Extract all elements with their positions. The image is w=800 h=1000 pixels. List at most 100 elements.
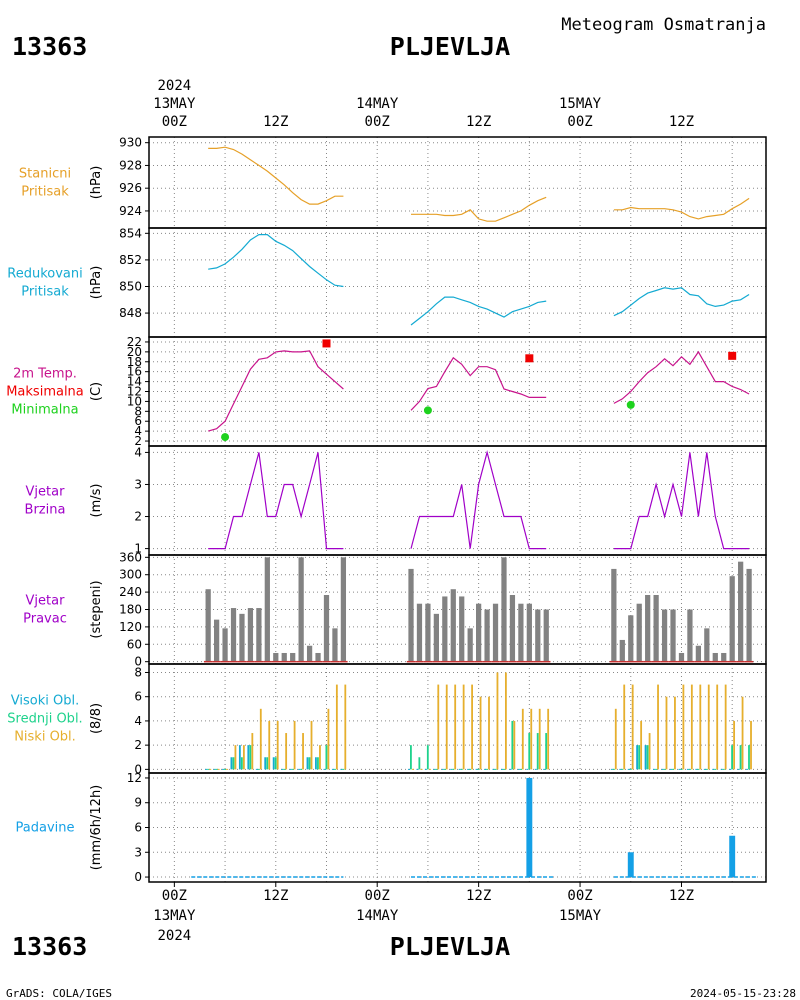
y-tick-label: 12 [127,771,142,785]
y-tick-label: 180 [119,603,142,617]
year-label-top: 2024 [157,78,191,94]
series-line [411,196,547,222]
wind-direction-bar [509,595,516,662]
wind-direction-bar [518,603,524,662]
cloud-bar [646,745,649,770]
y-tick-label: 854 [119,226,142,240]
cloud-bar [479,696,482,770]
time-tick-label-top: 00Z [567,114,592,130]
time-tick-label-bottom: 12Z [669,888,694,904]
y-tick-label: 0 [134,655,142,669]
y-axis-label: (mm/6h/12h) [89,785,104,871]
wind-direction-bar [239,613,245,662]
y-tick-label: 20 [127,345,142,359]
y-tick-label: 2 [134,510,142,524]
bottom-time-axis: 2024 00Z 13MAY 12Z 00Z 14MAY 12Z 00Z 15MAY 12Z [153,882,694,944]
cloud-bar [317,757,319,770]
cloud-bar [707,684,710,770]
time-tick-label-top: 00Z [365,114,390,130]
series-line [208,234,344,288]
min-temp-marker [626,400,635,409]
cloud-bar [285,733,288,770]
wind-direction-bar [611,568,617,662]
y-tick-label: 926 [119,181,142,195]
series-line [613,350,750,404]
y-axis-label: (8/8) [89,703,104,734]
wind-direction-bar [712,652,718,662]
timestamp-label: 2024-05-15-23:28 [690,987,796,1000]
cloud-bar [306,757,309,770]
y-tick-label: 6 [134,414,142,428]
y-tick-label: 4 [134,445,142,459]
station-name-top: PLJEVLJA [390,32,510,61]
wind-direction-bar [323,595,330,662]
wind-direction-bar [661,609,668,662]
panel-label: Stanicni [19,167,71,182]
cloud-bar [276,720,279,770]
panel-label: Niski Obl. [14,730,76,745]
cloud-bar [682,684,685,770]
wind-direction-bar [205,589,211,662]
wind-direction-bar [222,628,228,662]
panel-label: 2m Temp. [13,367,77,382]
panel-label: Maksimalna [6,385,84,400]
panel-precipitation: 0 3 6 9 12 (mm/6h/12h) Padavine [16,771,767,884]
cloud-bar [657,684,659,770]
wind-direction-bar [492,603,499,662]
cloud-bar [631,684,634,770]
y-tick-label: 18 [127,355,142,369]
wind-direction-bar [442,596,448,662]
wind-direction-bar [670,609,676,662]
cloud-bar [640,720,643,770]
series-line [208,452,344,550]
wind-direction-bar [526,603,532,662]
wind-direction-bar [264,557,270,662]
cloud-bar [310,720,313,770]
chart-title: Meteogram Osmatranja [561,15,766,35]
time-tick-label-bottom: 00Z [162,888,187,904]
series-line [613,287,750,317]
y-tick-label: 8 [134,404,142,418]
cloud-bar [259,708,262,770]
time-tick-label-bottom: 00Z [567,888,592,904]
panel-label: Vjetar [26,594,66,609]
y-axis-label: (hPa) [89,266,104,300]
wind-direction-bar [721,652,727,662]
y-tick-label: 3 [134,477,142,491]
wind-direction-bar [306,645,313,662]
cloud-bar [315,757,317,770]
panel-frame [148,227,767,338]
wind-direction-bar [476,603,482,662]
cloud-bar [234,745,237,770]
time-tick-label-bottom: 12Z [263,888,288,904]
cloud-bar [308,757,311,770]
date-label-top: 14MAY [356,96,399,112]
cloud-bar [266,757,269,770]
y-tick-label: 22 [127,335,142,349]
time-tick-label-bottom: 00Z [365,888,390,904]
station-id-top: 13363 [12,32,87,61]
y-axis-label: (C) [89,382,104,401]
time-tick-label-top: 00Z [162,114,187,130]
cloud-bar [750,720,752,770]
y-tick-label: 930 [119,136,142,150]
wind-direction-bar [467,628,473,662]
cloud-bar [232,757,235,770]
y-tick-label: 360 [119,550,142,564]
panel-clouds: 0 2 4 6 8 (8/8) Visoki Obl. Srednji Obl. Niski O… [7,663,767,776]
cloud-bar [748,745,750,770]
cloud-bar [274,757,277,770]
panel-label: Redukovani [7,267,82,282]
date-label-bottom: 14MAY [356,908,399,924]
wind-direction-bar [450,589,456,662]
wind-direction-bar [729,576,735,662]
cloud-bar [536,733,539,770]
cloud-bar [547,708,550,770]
wind-direction-bar [619,639,625,662]
cloud-bar [638,745,641,770]
wind-direction-bar [315,652,321,662]
credit-label: GrADS: COLA/IGES [6,987,112,1000]
series-line [208,146,344,205]
wind-direction-bar [281,652,287,662]
series-line [613,197,750,220]
